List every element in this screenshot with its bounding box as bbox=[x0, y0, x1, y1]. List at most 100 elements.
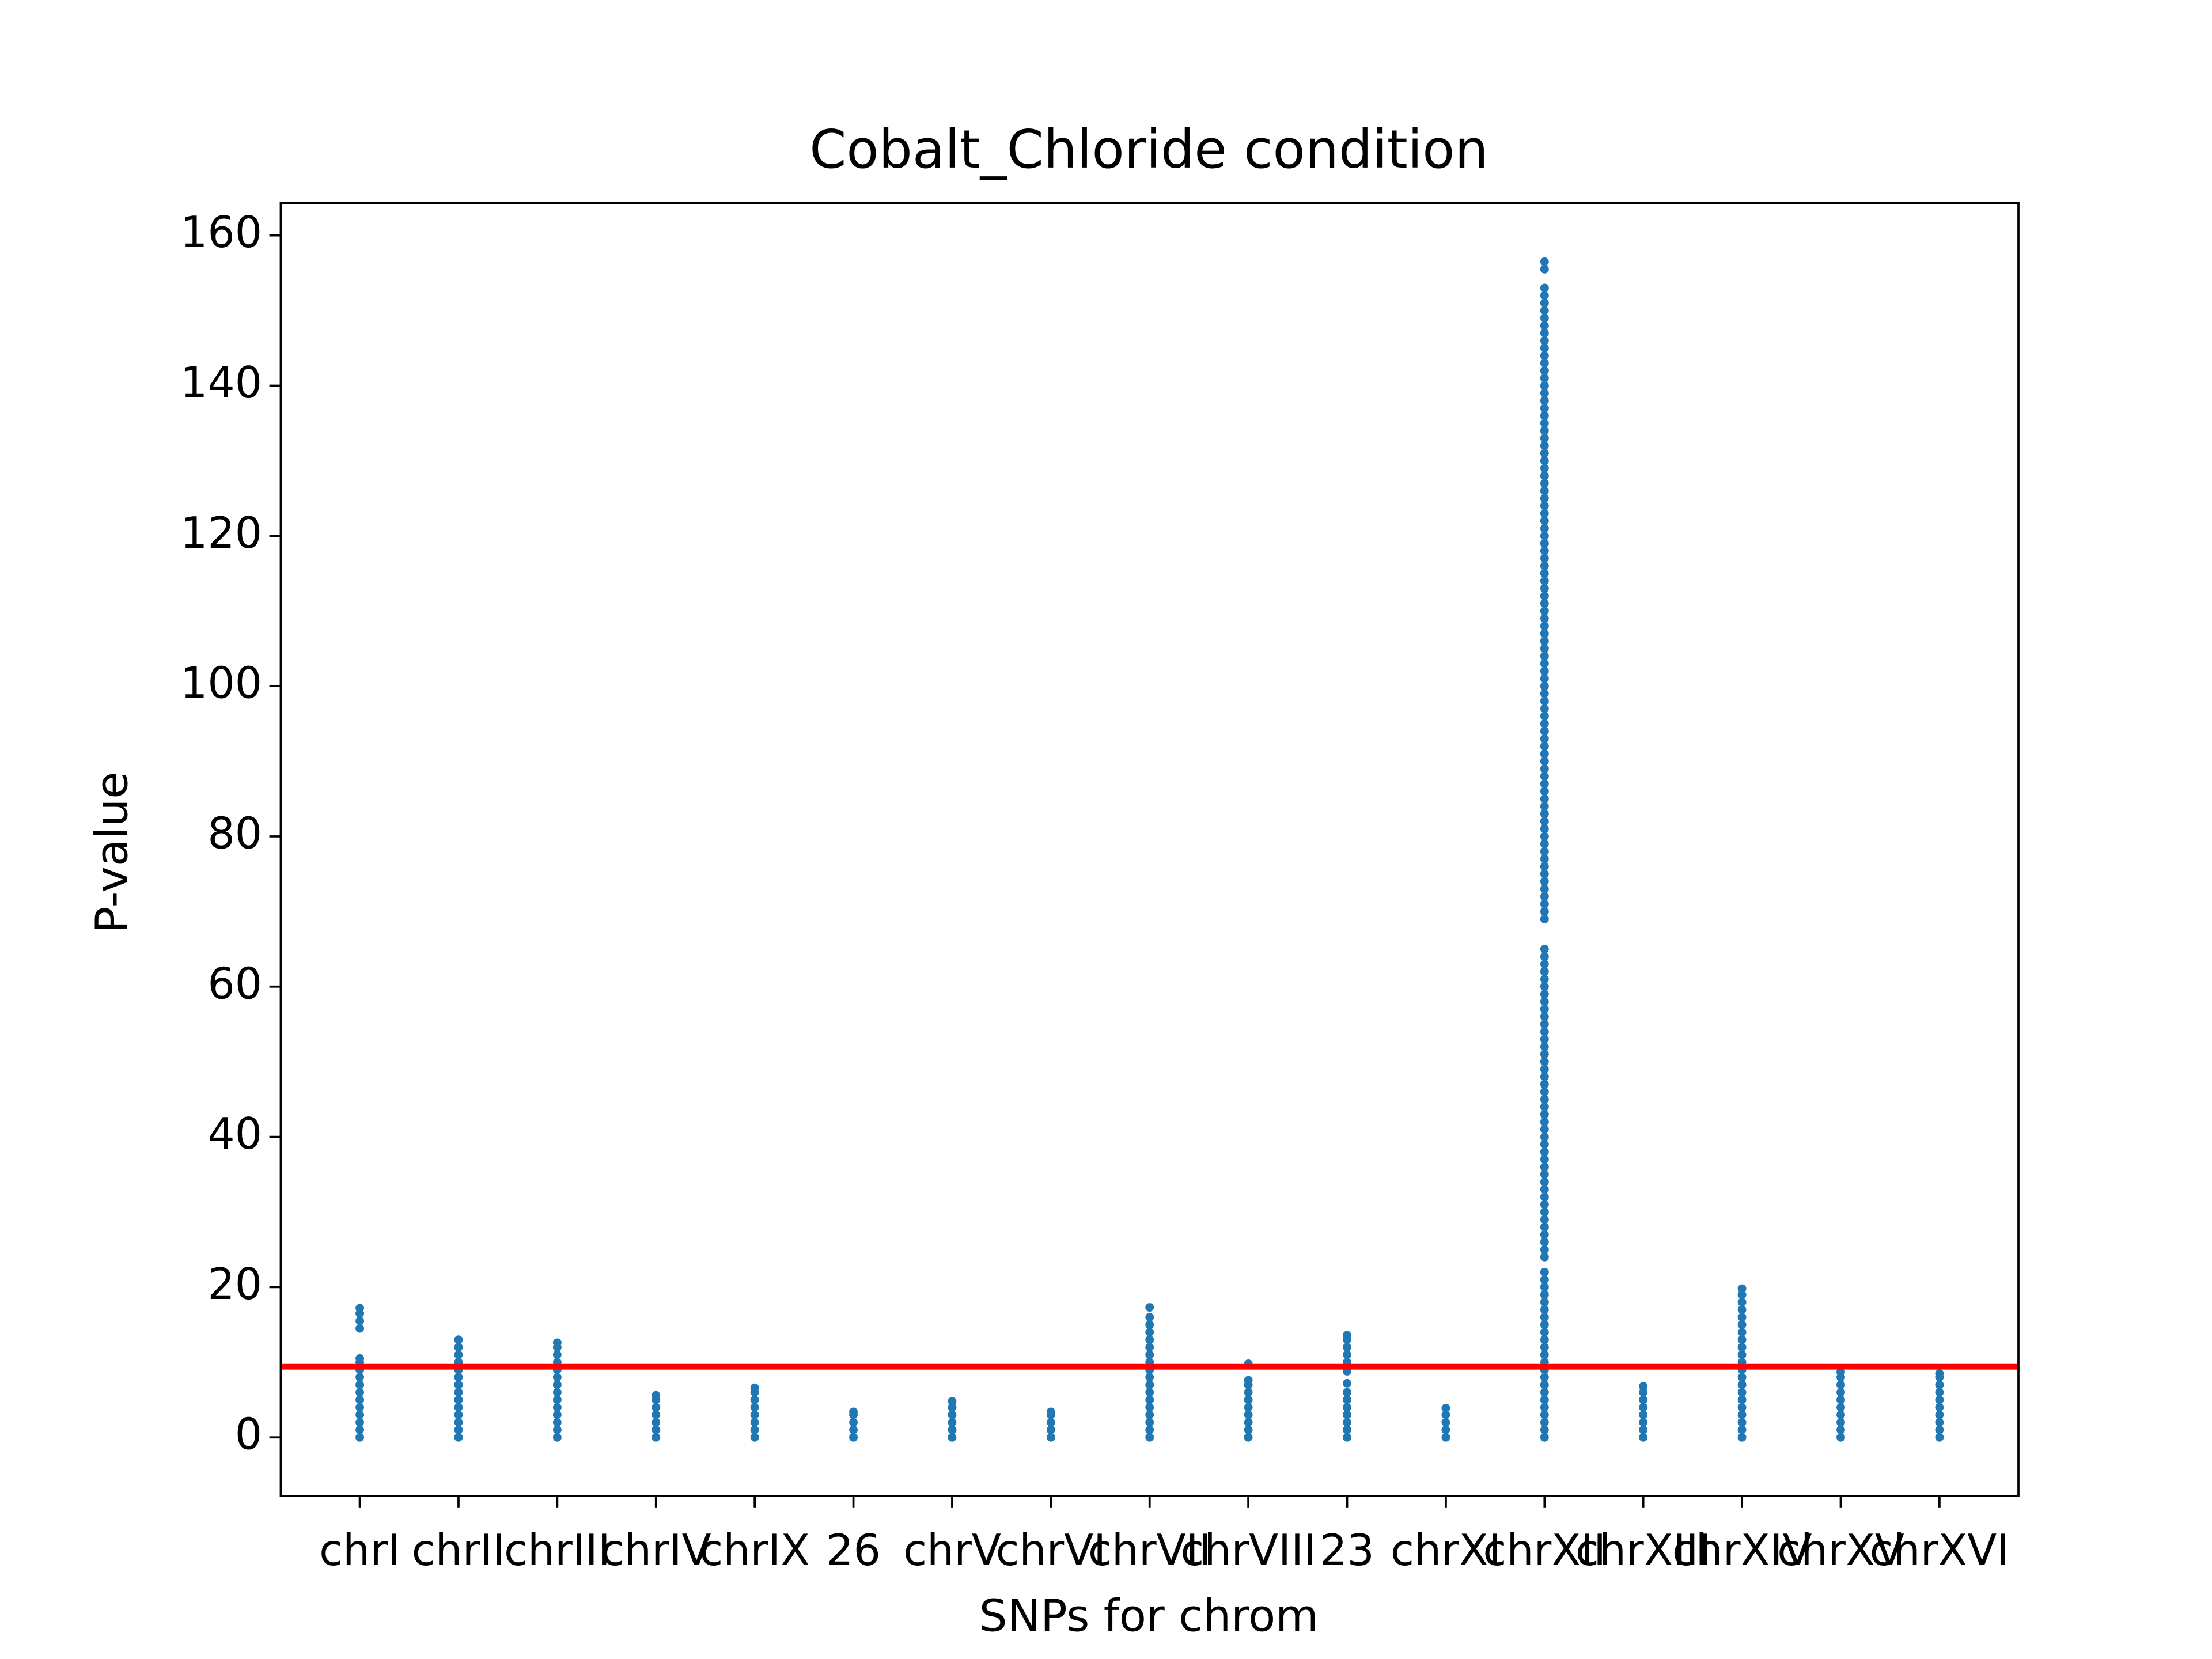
point bbox=[1639, 1425, 1648, 1434]
point bbox=[1540, 486, 1549, 495]
point bbox=[1145, 1303, 1154, 1312]
point bbox=[1540, 960, 1549, 969]
point bbox=[1737, 1425, 1747, 1434]
x-tick-label: chrI bbox=[319, 1525, 400, 1575]
point bbox=[1540, 1155, 1549, 1164]
point bbox=[1540, 982, 1549, 991]
point bbox=[1639, 1395, 1648, 1404]
point bbox=[1540, 464, 1549, 473]
point bbox=[1540, 426, 1549, 435]
point bbox=[750, 1383, 759, 1392]
point bbox=[1540, 1290, 1549, 1299]
point bbox=[1540, 862, 1549, 871]
point bbox=[652, 1391, 661, 1400]
point bbox=[1540, 306, 1549, 315]
point bbox=[849, 1418, 858, 1427]
point bbox=[1145, 1313, 1154, 1322]
point bbox=[552, 1338, 562, 1347]
point bbox=[1244, 1388, 1253, 1397]
point bbox=[1540, 1215, 1549, 1224]
point bbox=[1145, 1350, 1154, 1359]
y-tick-label: 20 bbox=[207, 1259, 262, 1309]
point bbox=[1540, 501, 1549, 510]
point bbox=[1540, 967, 1549, 976]
point bbox=[1540, 914, 1549, 923]
point bbox=[1343, 1403, 1351, 1412]
point bbox=[1540, 366, 1549, 375]
point bbox=[1540, 298, 1549, 308]
point bbox=[1540, 1252, 1549, 1262]
point bbox=[1540, 569, 1549, 578]
point bbox=[355, 1395, 365, 1404]
point bbox=[1540, 1350, 1549, 1359]
point bbox=[1540, 817, 1549, 826]
point bbox=[1244, 1418, 1253, 1427]
point bbox=[1540, 1313, 1549, 1322]
point bbox=[1737, 1290, 1747, 1299]
point bbox=[1540, 584, 1549, 593]
point bbox=[1540, 1140, 1549, 1149]
point bbox=[1540, 809, 1549, 819]
point bbox=[1145, 1388, 1154, 1397]
point bbox=[652, 1403, 661, 1412]
y-tick-label: 120 bbox=[180, 508, 262, 558]
point bbox=[1540, 321, 1549, 330]
point bbox=[1836, 1433, 1845, 1442]
point bbox=[1540, 892, 1549, 901]
point bbox=[1540, 1012, 1549, 1021]
point bbox=[1540, 1147, 1549, 1157]
point bbox=[1343, 1331, 1351, 1340]
point bbox=[454, 1388, 463, 1397]
point bbox=[1540, 659, 1549, 668]
point bbox=[1540, 772, 1549, 781]
point bbox=[1343, 1433, 1351, 1442]
point bbox=[1540, 854, 1549, 863]
point bbox=[1145, 1403, 1154, 1412]
point bbox=[1540, 291, 1549, 300]
point bbox=[948, 1403, 957, 1412]
x-tick-label: chrVII bbox=[1088, 1525, 1211, 1575]
point bbox=[552, 1350, 562, 1359]
point bbox=[849, 1407, 858, 1416]
y-tick-label: 0 bbox=[235, 1410, 262, 1460]
point bbox=[1244, 1395, 1253, 1404]
plot-frame bbox=[279, 202, 2020, 1497]
point bbox=[1145, 1433, 1154, 1442]
point bbox=[1540, 546, 1549, 555]
x-tick-label: chrII bbox=[412, 1525, 506, 1575]
point bbox=[1737, 1388, 1747, 1397]
point bbox=[1540, 1403, 1549, 1412]
point bbox=[1540, 899, 1549, 908]
point bbox=[1540, 637, 1549, 646]
point bbox=[1540, 434, 1549, 443]
point bbox=[454, 1373, 463, 1382]
point bbox=[1145, 1380, 1154, 1389]
point bbox=[454, 1433, 463, 1442]
point bbox=[1540, 652, 1549, 661]
point bbox=[1540, 554, 1549, 563]
point bbox=[1737, 1395, 1747, 1404]
point bbox=[750, 1433, 759, 1442]
point bbox=[454, 1380, 463, 1389]
point bbox=[1441, 1418, 1450, 1427]
point bbox=[948, 1397, 957, 1406]
point bbox=[1540, 1230, 1549, 1239]
x-tick-label: 26 bbox=[826, 1525, 881, 1575]
point bbox=[1737, 1335, 1747, 1344]
point bbox=[1540, 681, 1549, 691]
point bbox=[1145, 1343, 1154, 1352]
point bbox=[1540, 1275, 1549, 1284]
point bbox=[1540, 1328, 1549, 1337]
point bbox=[1836, 1380, 1845, 1389]
point bbox=[1540, 1042, 1549, 1051]
point bbox=[1540, 719, 1549, 728]
point bbox=[454, 1395, 463, 1404]
x-axis-label: SNPs for chrom bbox=[979, 1590, 1319, 1642]
point bbox=[355, 1410, 365, 1419]
point bbox=[1540, 494, 1549, 503]
point bbox=[1540, 1162, 1549, 1172]
point bbox=[1540, 704, 1549, 713]
point bbox=[1540, 1388, 1549, 1397]
